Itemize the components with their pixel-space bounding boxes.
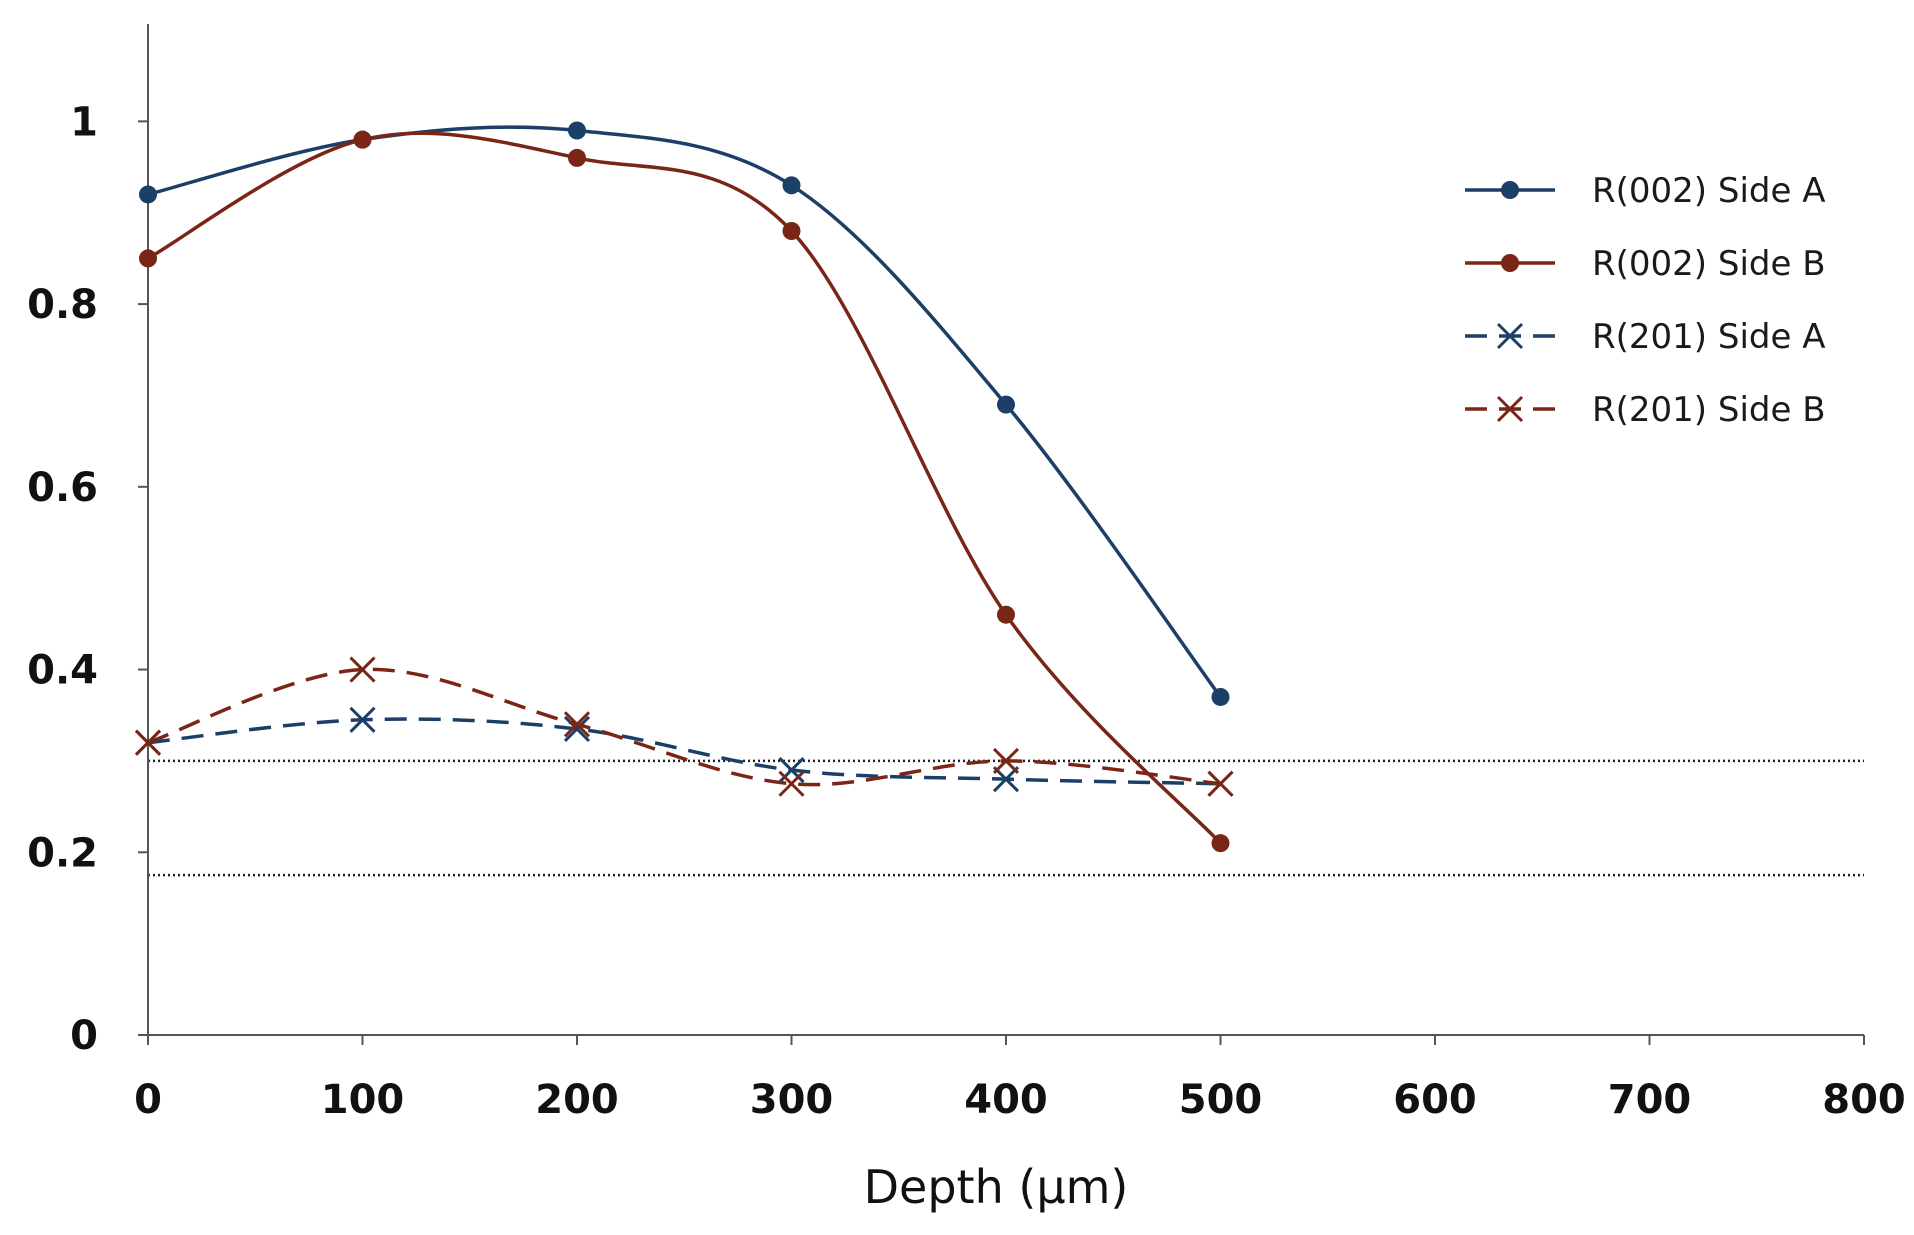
legend-marker-stroke-b [1496, 322, 1524, 350]
data-point [997, 605, 1015, 624]
x-tick-label: 400 [964, 1077, 1048, 1123]
series-line [147, 717, 1221, 786]
data-point [782, 176, 801, 195]
y-tick-label: 1 [70, 99, 98, 145]
x-axis-title: Depth (μm) [864, 1160, 1129, 1214]
series-line [147, 667, 1221, 787]
reference-lines [148, 759, 1864, 877]
data-point [992, 766, 1020, 793]
legend-label: R(201) Side A [1592, 317, 1825, 357]
x-tick-label: 500 [1179, 1077, 1263, 1123]
data-point [1207, 770, 1234, 797]
legend-label: R(201) Side B [1592, 390, 1826, 430]
legend-item: R(002) Side B [1465, 244, 1826, 284]
data-point-stroke-b [992, 766, 1020, 793]
series-3 [134, 656, 1234, 797]
x-tick-label: 600 [1393, 1077, 1477, 1123]
ticks: 0 100 200 300 400 500 600 700 800 0 0.2 0.4 0.6 0.8 1 [27, 99, 1906, 1123]
series-0 [139, 121, 1230, 706]
legend-marker [1496, 395, 1524, 423]
data-point-stroke-b [778, 770, 805, 797]
data-point [568, 148, 586, 167]
data-point-stroke-b [349, 656, 376, 683]
data-point-stroke-b [1207, 770, 1234, 797]
data-point [353, 130, 372, 149]
data-point [1211, 687, 1230, 706]
series [134, 121, 1234, 853]
data-point [349, 706, 376, 733]
data-point-stroke-b [992, 747, 1020, 774]
data-point [563, 711, 591, 738]
data-point [778, 756, 805, 784]
legend-marker-stroke-b [1496, 395, 1524, 423]
x-tick-label: 700 [1608, 1077, 1692, 1123]
data-point-stroke-b [563, 715, 591, 742]
data-point [139, 249, 157, 268]
data-point-stroke-b [563, 711, 591, 738]
series-line [147, 131, 1222, 845]
data-point [992, 747, 1020, 774]
y-tick-label: 0 [70, 1013, 98, 1059]
data-point [782, 222, 801, 240]
x-tick-label: 300 [750, 1077, 834, 1123]
legend: R(002) Side A R(002) Side B R(201) Side A R… [1465, 171, 1826, 430]
legend-item: R(201) Side B [1465, 390, 1826, 430]
data-point [778, 770, 805, 797]
data-point [997, 395, 1015, 414]
data-point-stroke-b [349, 706, 376, 733]
x-tick-label: 800 [1822, 1077, 1906, 1123]
y-tick-label: 0.6 [27, 465, 98, 511]
x-tick-label: 0 [134, 1077, 162, 1123]
legend-marker [1501, 181, 1519, 199]
legend-label: R(002) Side B [1592, 244, 1826, 284]
legend-label: R(002) Side A [1592, 171, 1825, 211]
y-tick-label: 0.8 [27, 282, 98, 328]
series-1 [139, 130, 1230, 853]
y-tick-label: 0.2 [27, 830, 98, 876]
data-point [134, 729, 162, 756]
series-2 [134, 706, 1234, 797]
y-tick-label: 0.4 [27, 648, 98, 694]
legend-marker [1496, 322, 1524, 350]
data-point-stroke-b [134, 729, 162, 756]
legend-item: R(002) Side A [1465, 171, 1825, 211]
x-tick-label: 100 [321, 1077, 405, 1123]
series-line [147, 125, 1222, 698]
legend-item: R(201) Side A [1465, 317, 1825, 357]
data-point [568, 121, 586, 140]
data-point [1211, 834, 1230, 853]
data-point-stroke-b [778, 756, 805, 784]
data-point [349, 656, 376, 683]
legend-marker [1501, 254, 1519, 272]
x-tick-label: 200 [535, 1077, 619, 1123]
data-point [563, 715, 591, 742]
data-point [139, 185, 157, 204]
